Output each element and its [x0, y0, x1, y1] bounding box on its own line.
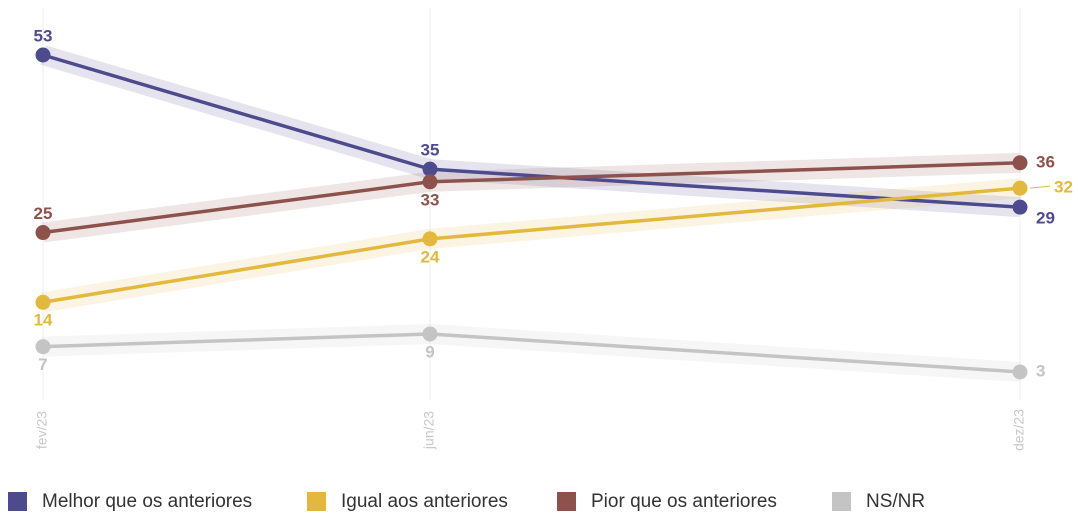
data-label: 29 [1036, 209, 1055, 228]
x-tick-label: jun/23 [421, 411, 437, 450]
data-label: 24 [421, 247, 440, 266]
legend-label: Melhor que os anteriores [42, 491, 252, 512]
legend-swatch [307, 492, 326, 511]
data-label: 7 [38, 355, 47, 374]
data-label: 53 [34, 26, 53, 45]
data-point [1012, 199, 1028, 215]
legend-swatch [832, 492, 851, 511]
x-tick-label: dez/23 [1011, 409, 1027, 451]
data-point [35, 47, 51, 63]
data-label: 25 [34, 204, 53, 223]
data-label: 9 [425, 342, 434, 361]
data-label: 35 [421, 141, 440, 160]
legend-label: Igual aos anteriores [341, 491, 508, 512]
data-label: 14 [34, 311, 53, 330]
data-point [35, 225, 51, 241]
leader-line [1029, 185, 1051, 189]
data-label: 33 [421, 190, 440, 209]
data-point [35, 294, 51, 310]
data-point [422, 174, 438, 190]
data-label: 3 [1036, 361, 1045, 380]
data-point [422, 161, 438, 177]
data-point [35, 339, 51, 355]
data-label: 36 [1036, 152, 1055, 171]
legend-swatch [557, 492, 576, 511]
data-point [1012, 364, 1028, 380]
legend-swatch [8, 492, 27, 511]
legend-label: Pior que os anteriores [591, 491, 777, 512]
data-point [1012, 180, 1028, 196]
x-tick-label: fev/23 [34, 411, 50, 449]
data-label: 32 [1054, 178, 1073, 197]
data-point [422, 231, 438, 247]
legend-label: NS/NR [866, 491, 925, 512]
data-point [422, 326, 438, 342]
data-point [1012, 155, 1028, 171]
